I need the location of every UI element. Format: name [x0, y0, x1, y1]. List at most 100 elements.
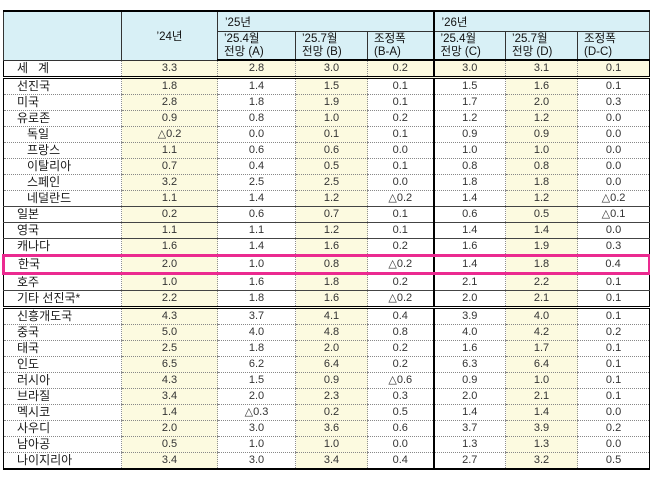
value-cell: 3.2 — [121, 174, 218, 191]
value-cell: 1.6 — [432, 340, 506, 357]
col-header-line2: 전망 (B) — [302, 45, 342, 58]
col-header-2024: ’24년 — [121, 10, 218, 61]
value-cell: 1.8 — [505, 174, 578, 191]
value-cell: △0.6 — [366, 372, 434, 389]
value-cell: 1.9 — [295, 94, 368, 111]
value-cell: 0.0 — [366, 436, 434, 453]
value-cell: 2.0 — [505, 94, 578, 111]
value-cell: 0.0 — [366, 142, 434, 159]
table-row: 일본 0.2 0.6 0.7 0.1 0.6 0.5 △0.1 — [3, 206, 650, 223]
value-cell: 0.2 — [366, 273, 434, 291]
value-cell: 0.4 — [366, 452, 434, 469]
value-cell: 3.7 — [432, 420, 506, 437]
value-cell: 1.0 — [505, 142, 578, 159]
value-cell: 1.6 — [505, 77, 578, 95]
value-cell: △0.2 — [577, 190, 650, 207]
value-cell: 0.2 — [366, 340, 434, 357]
value-cell: 0.0 — [577, 110, 650, 127]
table-body: 세 계 3.3 2.8 3.0 0.2 3.0 3.1 0.1 선진국 1.8 1.4 1.5 0.1 1… — [2, 60, 650, 469]
table-row: 이탈리아 0.7 0.4 0.5 0.1 0.8 0.8 0.0 — [3, 158, 650, 175]
col-header-adjust-BA: 조정폭 (B-A) — [366, 31, 435, 61]
value-cell: 0.6 — [295, 142, 368, 159]
value-cell: 4.0 — [505, 307, 578, 325]
value-cell: 0.9 — [505, 126, 578, 143]
table-row: 미국 2.8 1.8 1.9 0.1 1.7 2.0 0.3 — [3, 94, 650, 111]
table-row: 사우디 2.0 3.0 3.6 0.6 3.7 3.9 0.2 — [3, 420, 650, 437]
value-cell: 2.0 — [295, 340, 368, 357]
value-cell: 2.2 — [505, 273, 578, 291]
value-cell: 3.0 — [217, 452, 296, 469]
value-cell: 1.6 — [121, 238, 218, 256]
value-cell: 1.3 — [505, 436, 578, 453]
value-cell: △0.2 — [121, 126, 218, 143]
table-row: 남아공 0.5 1.0 1.0 0.0 1.3 1.3 0.0 — [3, 436, 650, 453]
row-label: 호주 — [3, 273, 122, 291]
value-cell: 0.1 — [366, 206, 434, 223]
value-cell: 0.1 — [577, 60, 650, 79]
value-cell: 3.0 — [432, 60, 506, 79]
table-row: 프랑스 1.1 0.6 0.6 0.0 1.0 1.0 0.0 — [3, 142, 650, 159]
value-cell: 3.4 — [295, 452, 368, 469]
table-row: 호주 1.0 1.6 1.8 0.2 2.1 2.2 0.1 — [3, 273, 650, 291]
table-row: 중국 5.0 4.0 4.8 0.8 4.0 4.2 0.2 — [3, 324, 650, 341]
value-cell: 0.0 — [577, 404, 650, 421]
value-cell: 1.2 — [295, 222, 368, 239]
col-header-line2: 전망 (C) — [440, 45, 481, 58]
value-cell: 0.9 — [295, 372, 368, 389]
table-row: 세 계 3.3 2.8 3.0 0.2 3.0 3.1 0.1 — [3, 60, 650, 79]
value-cell: 0.0 — [577, 222, 650, 239]
row-label: 독일 — [3, 126, 122, 143]
value-cell: 1.4 — [121, 404, 218, 421]
value-cell: 6.2 — [217, 356, 296, 373]
value-cell: 4.1 — [295, 307, 368, 325]
value-cell: 1.8 — [217, 290, 296, 309]
value-cell: 1.4 — [432, 254, 506, 275]
page: ’24년 ’25년 ’26년 ’25.4월 전망 (A) ’25.7월 전망 (… — [0, 10, 650, 479]
value-cell: 1.2 — [505, 110, 578, 127]
value-cell: 1.0 — [217, 436, 296, 453]
value-cell: 3.2 — [505, 452, 578, 469]
value-cell: 0.0 — [366, 174, 434, 191]
value-cell: 3.0 — [295, 60, 368, 79]
value-cell: 0.3 — [577, 94, 650, 111]
value-cell: 0.5 — [505, 206, 578, 223]
value-cell: 1.3 — [432, 436, 506, 453]
table-row-highlighted: 한국 2.0 1.0 0.8 △0.2 1.4 1.8 0.4 — [2, 254, 650, 275]
row-label: 세 계 — [3, 60, 122, 79]
value-cell: △0.2 — [366, 254, 434, 275]
value-cell: 0.6 — [217, 206, 296, 223]
value-cell: 1.6 — [295, 238, 368, 256]
col-header-apr25-C: ’25.4월 전망 (C) — [432, 31, 507, 61]
table-row: 기타 선진국* 2.2 1.8 1.6 △0.2 2.0 2.1 0.1 — [3, 290, 650, 309]
table-row: 스페인 3.2 2.5 2.5 0.0 1.8 1.8 0.0 — [3, 174, 650, 191]
col-header-line1: ’25.4월 — [224, 33, 260, 45]
corner-cell — [3, 10, 122, 61]
value-cell: △0.3 — [217, 404, 296, 421]
value-cell: △0.1 — [577, 206, 650, 223]
value-cell: 0.1 — [577, 307, 650, 325]
value-cell: 0.8 — [217, 110, 296, 127]
value-cell: 0.7 — [295, 206, 368, 223]
value-cell: 0.8 — [432, 158, 506, 175]
value-cell: 1.6 — [217, 273, 296, 291]
value-cell: 1.6 — [432, 238, 506, 256]
value-cell: 0.8 — [295, 254, 368, 275]
value-cell: 3.4 — [121, 452, 218, 469]
value-cell: 2.8 — [217, 60, 296, 79]
value-cell: 1.7 — [505, 340, 578, 357]
col-header-jul25-B: ’25.7월 전망 (B) — [295, 31, 368, 61]
value-cell: 0.5 — [577, 452, 650, 469]
row-label: 신흥개도국 — [3, 307, 122, 325]
value-cell: 0.6 — [217, 142, 296, 159]
col-header-jul25-D: ’25.7월 전망 (D) — [505, 31, 579, 61]
group-header-2026: ’26년 — [432, 10, 650, 32]
value-cell: 3.1 — [505, 60, 578, 79]
table-header: ’24년 ’25년 ’26년 ’25.4월 전망 (A) ’25.7월 전망 (… — [3, 10, 650, 61]
row-label: 영국 — [3, 222, 122, 239]
col-header-line2: (B-A) — [374, 45, 401, 58]
col-header-line2: (D-C) — [584, 45, 613, 58]
value-cell: 0.1 — [577, 77, 650, 95]
value-cell: 1.8 — [121, 77, 218, 95]
value-cell: 5.0 — [121, 324, 218, 341]
value-cell: 2.2 — [121, 290, 218, 309]
